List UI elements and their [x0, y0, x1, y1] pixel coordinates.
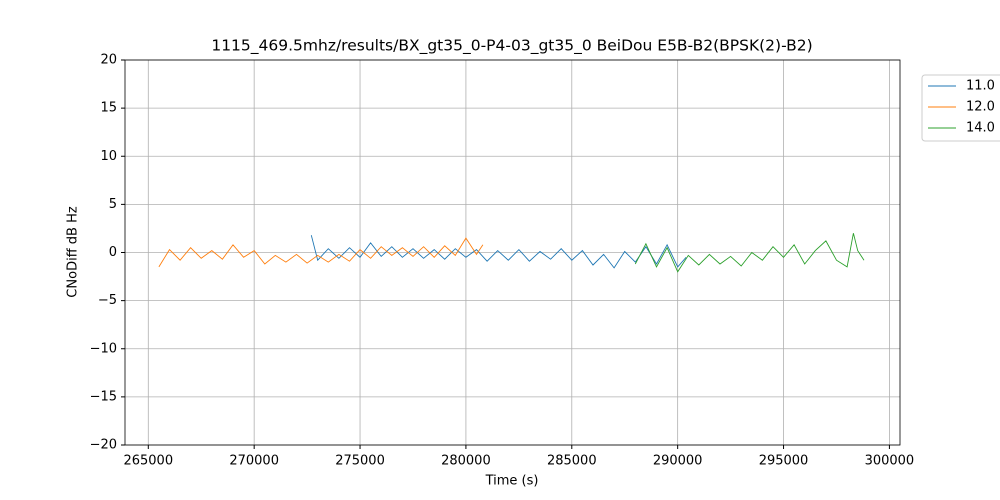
x-axis-label: Time (s) — [485, 474, 539, 489]
series-line — [310, 235, 687, 269]
legend-box — [921, 74, 1000, 142]
series-line — [634, 233, 865, 273]
chart-title: 1115_469.5mhz/results/BX_gt35_0-P4-03_gt… — [211, 37, 812, 56]
x-tick-label: 285000 — [547, 454, 597, 469]
y-axis-label: CNoDiff dB Hz — [66, 206, 81, 298]
x-tick-label: 290000 — [653, 454, 703, 469]
x-tick-label: 265000 — [123, 454, 173, 469]
x-tick-label: 300000 — [865, 454, 915, 469]
y-tick-label: −10 — [90, 341, 117, 356]
plot-frame — [124, 59, 901, 446]
y-tick-label: −5 — [98, 293, 117, 308]
y-tick-label: 0 — [109, 245, 117, 260]
y-tick-label: 5 — [109, 197, 117, 212]
y-tick-label: 10 — [100, 149, 117, 164]
x-tick-label: 275000 — [335, 454, 385, 469]
legend-label: 12.0 — [966, 100, 995, 115]
y-tick-label: 20 — [100, 53, 117, 68]
x-tick-label: 280000 — [441, 454, 491, 469]
series-line — [158, 237, 484, 268]
y-tick-label: 15 — [100, 101, 117, 116]
legend-label: 14.0 — [966, 121, 995, 136]
legend-label: 11.0 — [966, 79, 995, 94]
x-tick-label: 295000 — [759, 454, 809, 469]
legend: 11.0 12.0 14.0 — [921, 74, 1000, 142]
y-tick-label: −20 — [90, 438, 117, 453]
y-tick-label: −15 — [90, 389, 117, 404]
x-tick-label: 270000 — [229, 454, 279, 469]
